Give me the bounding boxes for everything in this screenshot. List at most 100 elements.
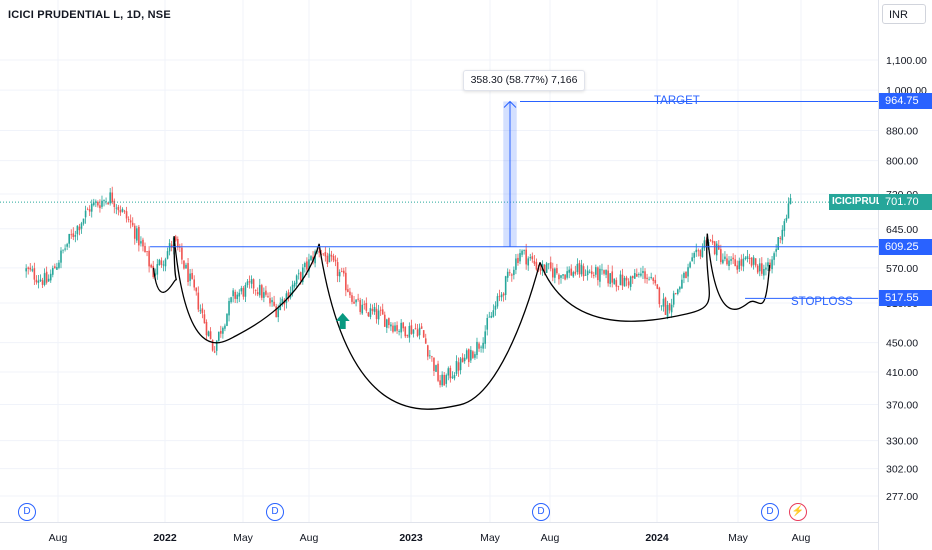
candle-body — [39, 279, 42, 281]
candle-body — [54, 266, 56, 269]
candle-body — [607, 270, 609, 284]
candle-body — [232, 290, 234, 297]
candle-body — [310, 256, 312, 261]
candle-body — [37, 280, 40, 283]
candle-body — [271, 300, 273, 303]
candle-body — [363, 303, 366, 305]
time-axis-label: Aug — [541, 532, 560, 544]
candle-body — [701, 247, 704, 258]
candle-body — [609, 273, 611, 284]
candle-body — [535, 262, 538, 270]
candle-body — [629, 276, 632, 287]
candle-body — [267, 296, 269, 298]
candle-body — [420, 326, 423, 329]
candle-body — [412, 329, 415, 334]
neckline-price-tag: 609.25 — [879, 239, 932, 255]
candle-body — [787, 203, 790, 219]
candle-body — [72, 233, 75, 237]
candle-body — [86, 209, 89, 211]
candle-body — [236, 294, 239, 300]
dividend-icon[interactable]: D — [266, 503, 284, 521]
candle-body — [685, 271, 687, 279]
candle-body — [511, 274, 513, 276]
candle-body — [88, 209, 91, 212]
candle-body — [658, 287, 661, 305]
dividend-icon[interactable]: D — [532, 503, 550, 521]
candle-body — [472, 351, 474, 358]
candle-body — [654, 279, 657, 284]
price-axis-label: 570.00 — [886, 263, 918, 275]
candle-body — [111, 192, 114, 203]
candle-body — [58, 262, 60, 268]
candle-body — [224, 325, 226, 329]
currency-button[interactable]: INR — [882, 4, 926, 24]
candle-body — [615, 280, 618, 287]
candle-body — [215, 340, 218, 351]
candle-body — [560, 275, 562, 278]
candle-body — [529, 257, 532, 259]
candle-body — [396, 325, 398, 331]
candle-body — [248, 281, 251, 283]
candle-body — [750, 257, 753, 266]
candle-body — [670, 304, 673, 313]
candle-body — [590, 271, 593, 275]
candle-body — [422, 330, 425, 338]
candle-body — [258, 284, 261, 296]
candle-body — [146, 251, 148, 253]
candle-body — [490, 315, 493, 318]
candle-body — [521, 250, 523, 255]
lightning-icon[interactable]: ⚡ — [789, 503, 807, 521]
time-axis-label: May — [233, 532, 254, 544]
candle-body — [349, 291, 351, 296]
candle-body — [209, 331, 212, 339]
candle-body — [205, 322, 208, 336]
dividend-icon[interactable]: D — [761, 503, 779, 521]
candle-body — [207, 331, 210, 337]
candle-body — [123, 210, 126, 212]
candle-body — [545, 263, 548, 273]
candle-body — [474, 354, 476, 358]
price-axis-label: 800.00 — [886, 156, 918, 168]
candle-body — [45, 271, 48, 283]
candle-body — [765, 267, 767, 270]
candle-body — [43, 273, 46, 285]
candle-body — [105, 201, 107, 203]
candle-body — [117, 206, 120, 211]
candle-body — [109, 192, 111, 204]
candle-body — [672, 293, 675, 305]
candle-body — [543, 264, 546, 273]
candle-body — [187, 263, 189, 282]
candle-body — [211, 339, 214, 351]
candle-body — [152, 265, 155, 278]
candle-body — [47, 278, 50, 282]
dividend-icon[interactable]: D — [18, 503, 36, 521]
candle-body — [470, 349, 472, 361]
price-axis-label: 410.00 — [886, 367, 918, 379]
candle-body — [724, 256, 726, 259]
price-axis-label: 645.00 — [886, 224, 918, 236]
candle-body — [767, 262, 769, 267]
candle-body — [562, 274, 564, 276]
candle-body — [365, 302, 368, 311]
stoploss-price-tag: 517.55 — [879, 290, 932, 306]
candle-body — [586, 270, 589, 276]
candle-body — [455, 361, 458, 374]
candle-body — [726, 258, 728, 265]
candle-body — [576, 263, 579, 273]
candle-body — [246, 281, 249, 286]
target-label: TARGET — [654, 95, 700, 107]
candle-body — [408, 326, 411, 338]
candle-body — [51, 267, 54, 275]
candle-body — [752, 257, 755, 265]
candle-body — [230, 297, 232, 303]
symbol-tag: ICICIPRULI — [829, 194, 888, 210]
candle-body — [291, 284, 294, 294]
candle-body — [613, 278, 616, 285]
candle-body — [250, 279, 253, 284]
candle-body — [595, 267, 597, 275]
candle-body — [627, 281, 630, 286]
candle-body — [660, 305, 663, 307]
candle-body — [252, 279, 255, 289]
